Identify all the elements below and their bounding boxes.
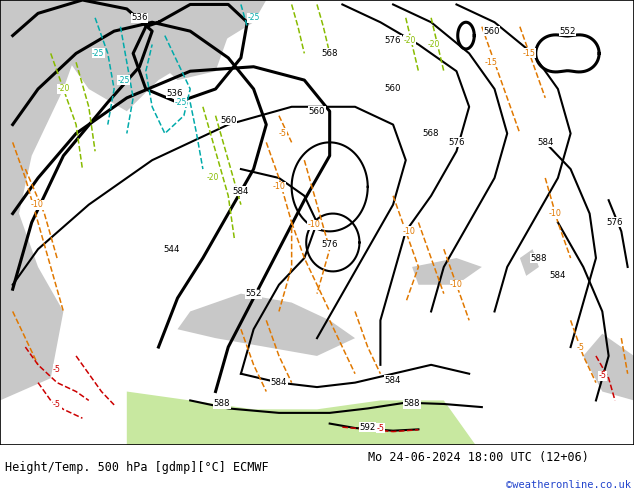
- Polygon shape: [178, 294, 355, 356]
- Text: -10: -10: [450, 280, 463, 289]
- Text: 560: 560: [483, 26, 500, 36]
- Polygon shape: [158, 18, 228, 80]
- Polygon shape: [0, 0, 82, 400]
- Text: 584: 584: [537, 138, 553, 147]
- Text: -10: -10: [30, 200, 43, 209]
- Text: ©weatheronline.co.uk: ©weatheronline.co.uk: [506, 480, 631, 490]
- Text: 576: 576: [607, 218, 623, 227]
- Text: 592: 592: [359, 422, 376, 432]
- Text: -15: -15: [523, 49, 536, 58]
- Text: -5: -5: [377, 424, 384, 433]
- Text: -5: -5: [278, 129, 286, 138]
- Text: -10: -10: [403, 227, 415, 236]
- Text: -5: -5: [53, 365, 61, 374]
- Text: Mo 24-06-2024 18:00 UTC (12+06): Mo 24-06-2024 18:00 UTC (12+06): [368, 451, 588, 464]
- Text: 584: 584: [385, 376, 401, 385]
- Text: -20: -20: [206, 173, 219, 182]
- Text: Height/Temp. 500 hPa [gdmp][°C] ECMWF: Height/Temp. 500 hPa [gdmp][°C] ECMWF: [5, 461, 269, 474]
- Text: 568: 568: [321, 49, 338, 58]
- Text: 536: 536: [131, 13, 148, 23]
- Text: -5: -5: [576, 343, 584, 351]
- Text: 560: 560: [385, 84, 401, 94]
- Text: 588: 588: [404, 399, 420, 409]
- Text: -5: -5: [598, 371, 606, 380]
- Text: 544: 544: [163, 245, 179, 254]
- Text: -10: -10: [307, 220, 320, 229]
- Text: 576: 576: [385, 36, 401, 45]
- Text: 536: 536: [166, 89, 183, 98]
- Text: -25: -25: [174, 98, 187, 107]
- Text: 552: 552: [559, 26, 576, 36]
- Text: 588: 588: [531, 253, 547, 263]
- Text: 584: 584: [550, 271, 566, 280]
- Text: -25: -25: [247, 13, 260, 23]
- Text: -10: -10: [548, 209, 561, 218]
- Text: 576: 576: [321, 240, 338, 249]
- Text: -20: -20: [403, 36, 416, 45]
- Text: 576: 576: [448, 138, 465, 147]
- Polygon shape: [583, 334, 634, 400]
- Text: -25: -25: [92, 49, 105, 58]
- Polygon shape: [51, 0, 266, 111]
- Polygon shape: [520, 249, 539, 276]
- Text: 588: 588: [214, 399, 230, 409]
- Text: 560: 560: [220, 116, 236, 124]
- Text: 584: 584: [271, 378, 287, 387]
- Polygon shape: [127, 392, 476, 445]
- Text: -20: -20: [428, 40, 441, 49]
- Text: -15: -15: [485, 58, 498, 67]
- Text: 568: 568: [423, 129, 439, 138]
- Text: 552: 552: [245, 289, 262, 298]
- Text: -5: -5: [53, 400, 61, 409]
- Text: -20: -20: [57, 84, 70, 94]
- Text: 560: 560: [309, 107, 325, 116]
- Polygon shape: [412, 258, 482, 285]
- Text: -25: -25: [117, 75, 130, 85]
- Text: -10: -10: [273, 182, 285, 192]
- Text: 584: 584: [233, 187, 249, 196]
